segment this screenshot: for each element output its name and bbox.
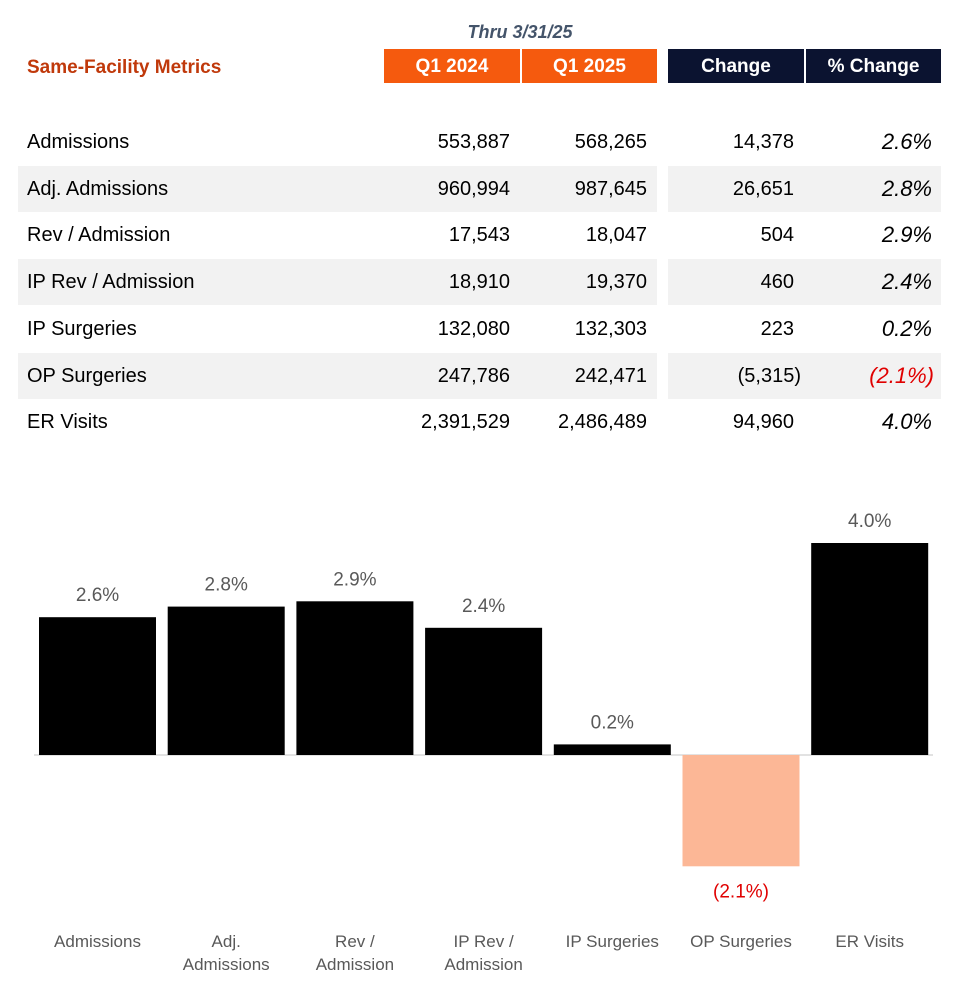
category-label: IP Rev /: [454, 932, 514, 951]
category-label: Admissions: [54, 932, 141, 951]
q1-2024-value: 18,910: [448, 271, 510, 294]
q1-2025-value: 987,645: [574, 177, 647, 200]
q1-2025-value: 568,265: [574, 131, 647, 153]
data-label: 0.2%: [591, 712, 634, 733]
metric-label: OP Surgeries: [27, 364, 147, 387]
category-label: Admission: [444, 955, 522, 974]
category-label: Rev /: [335, 932, 375, 951]
change-value: (5,315): [737, 364, 801, 387]
metric-label: IP Surgeries: [27, 317, 137, 340]
data-label: 2.6%: [76, 585, 119, 606]
bar: [811, 543, 929, 755]
q1-2025-value: 19,370: [585, 271, 647, 294]
pct-change-value: 2.9%: [881, 222, 932, 248]
bar: [425, 627, 543, 755]
bar: [553, 744, 671, 755]
pct-change-value: 4.0%: [881, 409, 932, 435]
row-band: [668, 259, 941, 306]
change-value: 94,960: [732, 411, 794, 434]
pct-change-value: 2.8%: [881, 175, 932, 201]
metric-label: IP Rev / Admission: [27, 271, 195, 294]
category-label: Admission: [316, 955, 394, 974]
row-band: [18, 352, 657, 399]
q1-2024-value: 247,786: [437, 364, 510, 387]
header-q1-2024: Q1 2024: [384, 49, 520, 83]
pct-change-value: (2.1%): [869, 362, 934, 388]
category-label: Adj.: [212, 932, 241, 951]
table-title: Same-Facility Metrics: [27, 57, 222, 78]
period-note: Thru 3/31/25: [467, 22, 573, 42]
metric-label: Adj. Admissions: [27, 177, 169, 200]
data-label: (2.1%): [713, 881, 769, 902]
change-value: 26,651: [732, 177, 794, 200]
q1-2024-value: 2,391,529: [421, 411, 510, 434]
category-label: IP Surgeries: [566, 932, 659, 951]
metric-label: ER Visits: [27, 411, 108, 434]
pct-change-bar-chart: 2.6% Admissions 2.8% Adj. Admissions 2.9% Rev …: [34, 511, 933, 974]
q1-2024-value: 553,887: [437, 131, 510, 153]
metric-label: Admissions: [27, 131, 130, 153]
row-band: [18, 259, 657, 306]
metric-label: Rev / Admission: [27, 224, 171, 247]
pct-change-value: 0.2%: [881, 315, 932, 341]
q1-2024-value: 132,080: [437, 317, 510, 340]
pct-change-value: 2.6%: [881, 129, 932, 154]
change-value: 223: [760, 317, 794, 340]
q1-2025-value: 18,047: [585, 224, 647, 247]
category-label: ER Visits: [835, 932, 904, 951]
q1-2025-value: 2,486,489: [558, 411, 647, 434]
change-value: 14,378: [732, 131, 794, 153]
category-label: OP Surgeries: [690, 932, 792, 951]
header-change: Change: [668, 49, 804, 83]
change-value: 460: [760, 271, 794, 294]
row-band: [668, 352, 941, 399]
change-value: 504: [760, 224, 794, 247]
q1-2024-value: 17,543: [448, 224, 510, 247]
header-q1-2025: Q1 2025: [522, 49, 657, 83]
q1-2025-value: 242,471: [574, 364, 647, 387]
bar: [39, 617, 156, 755]
row-band: [18, 165, 657, 212]
data-label: 2.8%: [205, 575, 248, 596]
pct-change-value: 2.4%: [881, 269, 932, 295]
category-label: Admissions: [183, 955, 270, 974]
bar: [167, 606, 285, 755]
data-label: 4.0%: [848, 511, 891, 532]
q1-2024-value: 960,994: [437, 177, 510, 200]
data-label: 2.9%: [333, 569, 376, 590]
q1-2025-value: 132,303: [574, 317, 647, 340]
row-band: [668, 165, 941, 212]
header-pct-change: % Change: [806, 49, 941, 83]
bar: [682, 755, 800, 867]
data-label: 2.4%: [462, 596, 505, 617]
bar: [296, 601, 414, 755]
